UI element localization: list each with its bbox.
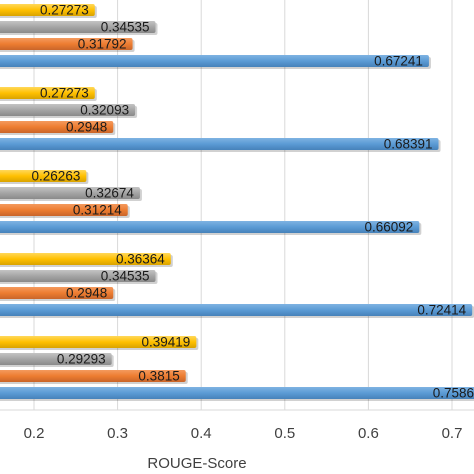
bar bbox=[0, 353, 112, 365]
gridlines bbox=[0, 0, 474, 411]
bar bbox=[0, 104, 136, 116]
data-label: 0.3815 bbox=[138, 369, 179, 384]
bar bbox=[0, 87, 95, 99]
bar bbox=[0, 287, 114, 299]
bar bbox=[0, 170, 87, 182]
bars bbox=[0, 4, 474, 401]
data-label: 0.31214 bbox=[73, 203, 122, 218]
bar bbox=[0, 270, 156, 282]
x-axis-ticks: 0.2 0.3 0.4 0.5 0.6 0.7 bbox=[24, 425, 463, 442]
bar bbox=[0, 370, 186, 382]
bar bbox=[0, 138, 439, 150]
data-labels: 0.27273 0.27273 0.26263 0.36364 0.39419 0.345… bbox=[32, 3, 474, 401]
data-label: 0.31792 bbox=[78, 37, 127, 52]
x-tick-label: 0.6 bbox=[358, 425, 379, 442]
bar bbox=[0, 21, 156, 33]
data-label: 0.39419 bbox=[142, 335, 191, 350]
data-label: 0.72414 bbox=[417, 303, 466, 318]
data-label: 0.67241 bbox=[374, 54, 423, 69]
data-label: 0.32093 bbox=[80, 103, 129, 118]
x-tick-label: 0.7 bbox=[442, 425, 463, 442]
data-label: 0.34535 bbox=[101, 269, 150, 284]
bar bbox=[0, 253, 171, 265]
data-label: 0.66092 bbox=[365, 220, 414, 235]
bar bbox=[0, 187, 140, 199]
data-label: 0.29293 bbox=[57, 352, 106, 367]
data-label: 0.32674 bbox=[85, 186, 134, 201]
bar bbox=[0, 304, 473, 316]
x-tick-label: 0.4 bbox=[191, 425, 212, 442]
bar bbox=[0, 121, 114, 133]
bar bbox=[0, 336, 197, 348]
bar bbox=[0, 55, 429, 67]
bar bbox=[0, 38, 133, 50]
data-label: 0.36364 bbox=[116, 252, 165, 267]
x-tick-label: 0.2 bbox=[24, 425, 45, 442]
data-label: 0.2948 bbox=[66, 120, 107, 135]
bar bbox=[0, 387, 474, 399]
x-axis-title: ROUGE-Score bbox=[147, 455, 246, 472]
data-label: 0.68391 bbox=[384, 137, 433, 152]
x-tick-label: 0.3 bbox=[107, 425, 128, 442]
data-label: 0.34535 bbox=[101, 20, 150, 35]
data-label: 0.2948 bbox=[66, 286, 107, 301]
data-label: 0.27273 bbox=[40, 3, 89, 18]
data-label: 0.27273 bbox=[40, 86, 89, 101]
bar bbox=[0, 221, 420, 233]
x-tick-label: 0.5 bbox=[274, 425, 295, 442]
bar bbox=[0, 4, 95, 16]
bar bbox=[0, 204, 128, 216]
data-label: 0.7586 bbox=[433, 386, 474, 401]
data-label: 0.26263 bbox=[32, 169, 81, 184]
